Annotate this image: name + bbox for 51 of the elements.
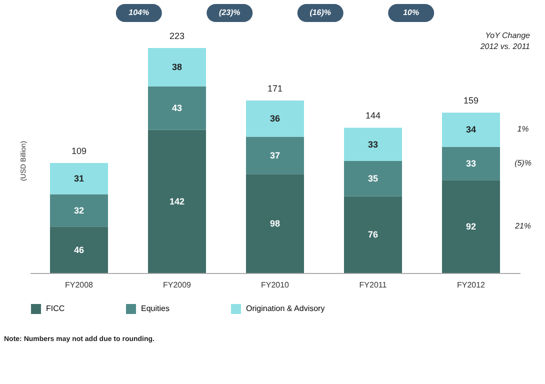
- text: 104%: [128, 8, 150, 17]
- bar: [50, 194, 108, 227]
- x-tick-label: FY2010: [260, 280, 290, 290]
- bar: [246, 100, 304, 137]
- data-label: 76: [368, 230, 378, 240]
- data-label: 92: [466, 222, 476, 232]
- text: (23)%: [218, 8, 240, 17]
- data-label: 43: [172, 103, 182, 114]
- data-label: 33: [368, 139, 378, 150]
- bar: [344, 196, 402, 273]
- legend-label: FICC: [46, 304, 65, 313]
- annotation: (5)%: [514, 158, 532, 168]
- bar: [344, 128, 402, 162]
- bar: [50, 226, 108, 273]
- data-label: 32: [74, 205, 84, 216]
- total-label: 144: [365, 110, 381, 121]
- data-label: 35: [368, 174, 378, 184]
- data-label: 37: [270, 150, 280, 160]
- annotation: YoY Change 2012 vs. 2011: [479, 31, 531, 51]
- bar: [246, 136, 304, 174]
- x-tick-label: FY2008: [64, 280, 94, 290]
- bar: [148, 86, 206, 130]
- data-label: 33: [466, 158, 476, 169]
- data-label: 46: [74, 244, 84, 255]
- legend-label: Origination & Advisory: [246, 304, 325, 313]
- annotation: 1%: [517, 124, 529, 134]
- text: (16)%: [310, 8, 332, 17]
- total-label: 223: [169, 31, 185, 41]
- x-tick-label: FY2011: [359, 280, 388, 290]
- data-label: 36: [270, 114, 280, 124]
- x-tick-label: FY2012: [456, 280, 486, 290]
- legend-label: Equities: [141, 304, 170, 313]
- bar: [148, 48, 206, 86]
- data-label: 142: [169, 196, 185, 206]
- total-label: 171: [267, 83, 283, 94]
- annotation: 21%: [514, 222, 532, 231]
- data-label: 98: [270, 218, 280, 229]
- bar: [246, 174, 304, 273]
- bar: [148, 130, 206, 273]
- bar: [344, 161, 402, 196]
- data-label: 31: [74, 174, 84, 184]
- total-label: 159: [463, 96, 479, 106]
- data-label: 34: [466, 124, 476, 135]
- total-label: 109: [71, 146, 87, 156]
- x-tick-label: FY2009: [162, 280, 192, 290]
- data-label: 38: [172, 62, 182, 72]
- bar: [442, 112, 500, 147]
- text: 10%: [403, 8, 420, 17]
- bar: [50, 163, 108, 194]
- bar: [442, 180, 500, 273]
- bar: [442, 146, 500, 180]
